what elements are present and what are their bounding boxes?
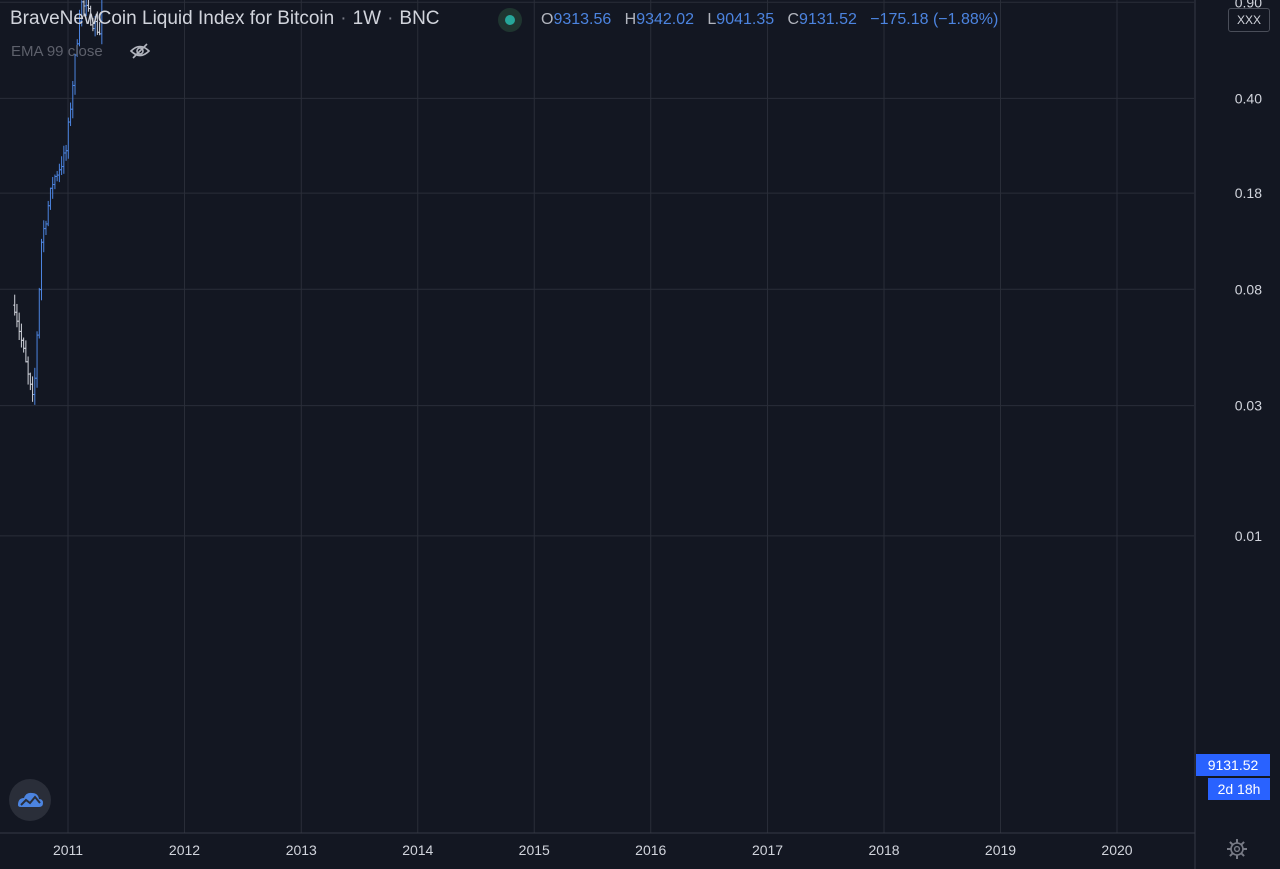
x-tick-label: 2018 [868, 842, 899, 858]
low-value: 9041.35 [716, 11, 775, 28]
exchange-label: BNC [399, 8, 440, 29]
x-tick-label: 2014 [402, 842, 433, 858]
grid-lines [0, 0, 1194, 833]
bar-countdown-label: 2d 18h [1208, 778, 1270, 800]
ohlc-bar [64, 144, 68, 161]
x-tick-label: 2015 [519, 842, 550, 858]
ohlc-bar [71, 81, 75, 119]
y-tick-label: 0.08 [1235, 281, 1262, 297]
open-value: 9313.56 [553, 11, 612, 28]
x-tick-label: 2019 [985, 842, 1016, 858]
ohlc-bar [100, 0, 103, 45]
open-label: O [541, 11, 554, 28]
ohlc-bar [44, 220, 48, 235]
price-bars [13, 0, 103, 405]
ohlc-bar [26, 356, 30, 385]
ohlc-bar [62, 145, 66, 174]
ohlc-bar [37, 287, 41, 339]
tradingview-cloud-icon[interactable] [9, 779, 51, 821]
ohlc-bar [31, 376, 35, 402]
ohlc-bar [42, 220, 46, 253]
study-legend[interactable]: EMA 99 close [11, 43, 103, 60]
last-price-label: 9131.52 [1196, 754, 1270, 776]
x-tick-label: 2017 [752, 842, 783, 858]
ohlc-bar [60, 156, 64, 175]
ohlc-bar [35, 331, 39, 388]
interval-label[interactable]: 1W [352, 8, 382, 29]
ohlc-bar [57, 163, 61, 183]
x-tick-label: 2020 [1101, 842, 1132, 858]
ohlc-bar [24, 340, 28, 363]
x-tick-label: 2013 [286, 842, 317, 858]
y-tick-label: 0.03 [1235, 398, 1262, 414]
close-value: 9131.52 [799, 11, 857, 28]
market-status-icon [498, 8, 522, 32]
high-label: H [624, 11, 637, 28]
y-tick-label: 0.18 [1235, 185, 1262, 201]
ohlc-bar [46, 200, 50, 227]
time-axis[interactable]: 2011 2012 2013 2014 2015 2016 2017 2018 2019 2020 [0, 832, 1195, 858]
symbol-title[interactable]: BraveNewCoin Liquid Index for Bitcoin [10, 8, 335, 29]
ohlc-bar [22, 337, 26, 353]
ohlc-bar [51, 176, 55, 199]
high-value: 9342.02 [636, 11, 695, 28]
ohlc-bar [15, 303, 19, 328]
x-tick-label: 2016 [635, 842, 666, 858]
ohlc-bar [17, 312, 21, 341]
ohlc-bar [69, 102, 73, 127]
close-label: C [787, 11, 800, 28]
currency-button[interactable]: XXX [1228, 8, 1270, 32]
y-tick-label: 0.01 [1235, 528, 1262, 544]
y-tick-label: 0.90 [1235, 0, 1262, 10]
ohlc-values: O9313.56 H9342.02 L9041.35 C9131.52 −175… [541, 11, 998, 29]
ohlc-bar [55, 170, 59, 182]
gear-icon[interactable] [1226, 838, 1248, 860]
low-label: L [707, 11, 717, 28]
x-tick-label: 2012 [169, 842, 200, 858]
x-tick-label: 2011 [53, 842, 83, 858]
chart-legend: BraveNewCoin Liquid Index for Bitcoin · 1W… [10, 8, 440, 29]
ohlc-bar [28, 372, 32, 391]
ohlc-bar [66, 117, 70, 159]
y-tick-label: 0.40 [1235, 90, 1262, 106]
ohlc-bar [48, 187, 52, 210]
ohlc-bar [40, 238, 44, 301]
ohlc-bar [33, 367, 37, 405]
ohlc-bar [19, 323, 23, 348]
price-axis[interactable]: 0.010.030.080.180.400.902.005.0010.5022.… [1194, 0, 1262, 869]
change-value: −175.18 (−1.88%) [870, 11, 999, 28]
eye-slash-icon[interactable] [129, 42, 151, 60]
